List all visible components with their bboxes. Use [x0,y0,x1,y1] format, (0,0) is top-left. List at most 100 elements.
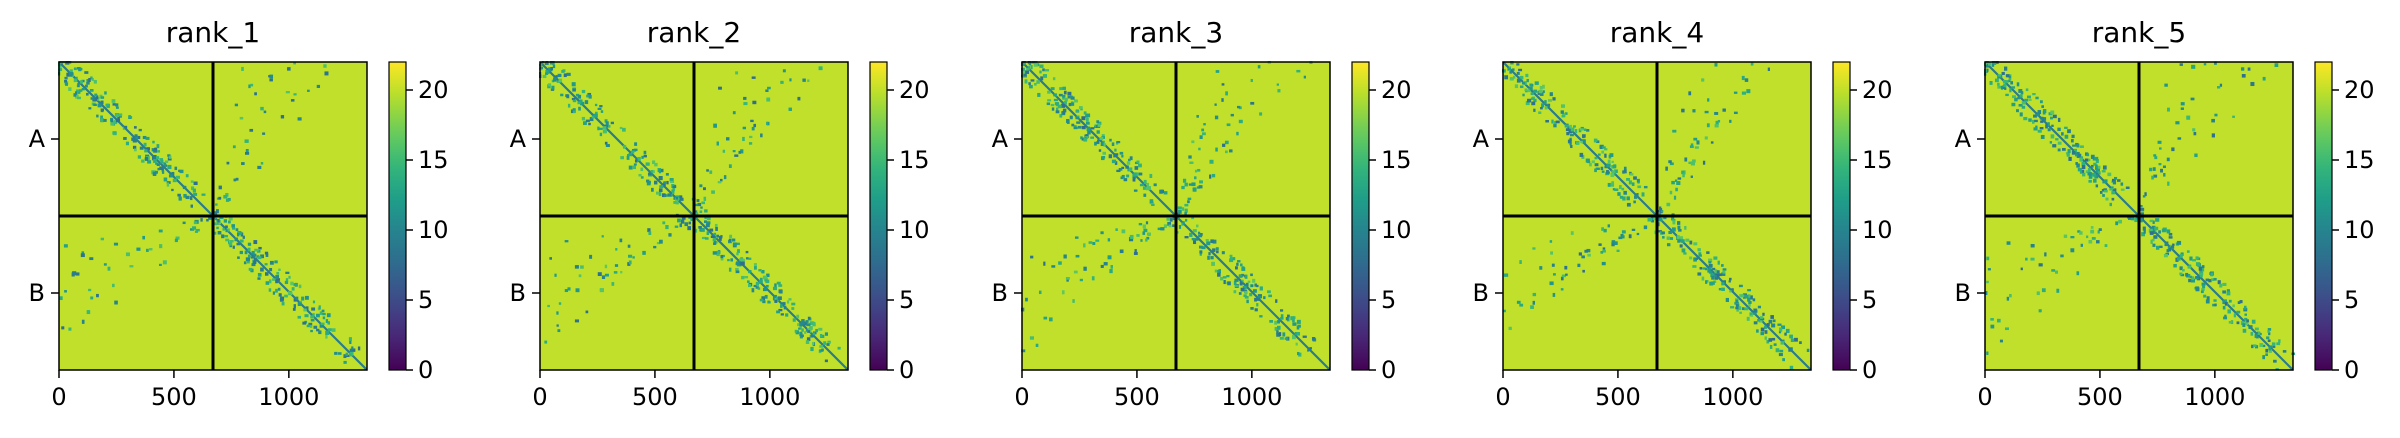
contact-spot [1184,236,1189,239]
contact-spot [1711,275,1715,280]
contact-spot [1769,344,1773,349]
contact-spot [195,228,200,232]
contact-spot [1256,303,1259,307]
contact-spot [161,170,165,174]
contact-spot [265,253,269,257]
contact-spot [331,328,336,332]
contact-spot [1504,75,1509,80]
contact-spot [104,91,107,95]
contact-spot [2003,79,2007,84]
contact-spot [1021,71,1026,75]
contact-spot [81,319,85,324]
contact-spot [1073,270,1078,274]
contact-spot [293,61,297,65]
contact-spot [1690,175,1693,178]
contact-spot [157,167,160,171]
contact-spot [1582,269,1585,273]
contact-spot [735,267,739,271]
contact-spot [2219,83,2223,87]
contact-spot [1142,186,1146,190]
contact-spot [1794,337,1798,342]
contact-spot [81,79,85,83]
contact-spot [2237,301,2241,305]
contact-spot [2149,219,2154,223]
heatmap-frame [1984,61,2294,371]
contact-spot [2070,236,2075,239]
contact-spot [583,121,587,125]
contact-spot [1075,254,1080,258]
contact-spot [2025,88,2029,92]
contact-spot [1752,298,1756,302]
contact-spot [672,185,677,189]
y-tick-label: A [1473,125,1490,153]
contact-spot [275,275,279,279]
contact-spot [293,298,297,302]
colorbar-tick-label: 20 [899,76,930,104]
contact-spot [745,250,749,254]
contact-spot [826,343,830,346]
contact-spot [1071,123,1075,127]
contact-spot [1244,295,1249,299]
contact-spot [284,280,289,285]
contact-spot [1252,278,1256,283]
contact-spot [2142,226,2146,231]
contact-spot [1539,92,1544,96]
contact-spot [236,242,241,246]
contact-spot [774,294,777,299]
contact-spot [1142,231,1146,235]
contact-spot [105,103,109,107]
contact-spot [1626,202,1631,207]
contact-spot [152,140,155,144]
contact-spot [1224,150,1228,154]
contact-spot [193,221,198,225]
panel-title: rank_4 [1610,16,1704,49]
contact-spot [819,333,823,338]
contact-spot [1738,284,1743,288]
contact-spot [1622,196,1626,201]
contact-spot [2254,327,2259,331]
contact-spot [1709,266,1713,269]
contact-spot [1109,138,1112,142]
contact-spot [2185,272,2189,277]
contact-spot [1514,84,1519,89]
contact-spot [1528,88,1531,93]
contact-spot [239,116,244,120]
contact-spot [323,64,327,68]
contact-spot [2004,327,2009,331]
contact-spot [1057,104,1062,109]
contact-spot [2251,344,2254,349]
contact-spot [1717,260,1720,265]
contact-spot [2098,171,2101,174]
contact-spot [301,296,305,301]
contact-spot [2023,116,2028,121]
contact-spot [311,307,316,311]
contact-spot [1143,193,1147,197]
contact-spot [2153,174,2158,178]
contact-spot [1107,255,1112,260]
contact-spot [253,240,258,245]
contact-spot [265,281,270,285]
contact-spot [239,231,243,235]
contact-spot [1226,123,1231,127]
contact-spot [1660,210,1664,213]
contact-spot [809,321,814,326]
contact-spot [1532,292,1537,297]
contact-spot [1121,174,1125,179]
contact-spot [1259,315,1263,318]
contact-spot [2267,328,2272,331]
contact-spot [1744,78,1749,82]
contact-spot [2018,104,2023,107]
contact-spot [2114,188,2117,193]
contact-spot [732,149,736,153]
contact-spot [1051,265,1056,268]
contact-spot [1120,176,1124,180]
contact-spot [2004,87,2007,90]
contact-spot [1760,317,1765,321]
contact-spot [1542,90,1545,94]
contact-spot [1073,125,1077,129]
contact-spot [322,312,326,316]
contact-spot [1050,103,1055,107]
contact-spot [1714,124,1719,128]
contact-spot [552,64,556,69]
contact-spot [275,288,278,293]
